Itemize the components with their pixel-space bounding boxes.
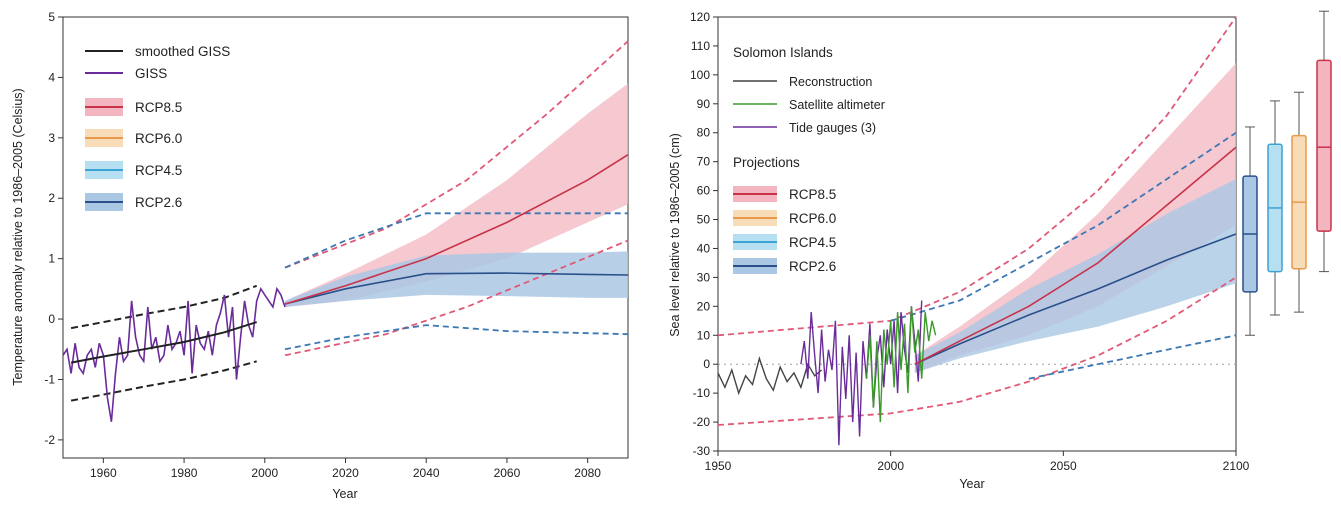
legend-projections-heading: Projections <box>733 155 800 170</box>
temperature-legend: smoothed GISS GISS RCP8.5 RCP6.0 RCP4.5 RCP2.… <box>85 44 230 211</box>
temperature-chart: 1960 1980 2000 2020 2040 2060 2080 -2-1012345 … <box>11 10 629 501</box>
sea-level-legend: Solomon Islands Projections Reconstruction… <box>733 45 885 274</box>
smoothed-bound-lower <box>70 360 257 402</box>
mean-rcp26 <box>284 272 629 305</box>
temperature-x-axis-label: Year <box>332 487 357 501</box>
mean-rcp85 <box>284 154 629 305</box>
y-tick-label: -30 <box>693 444 711 458</box>
legend-label: Satellite altimeter <box>789 98 885 112</box>
y-tick-label: 3 <box>48 131 55 145</box>
band-rcp26 <box>914 179 1236 373</box>
y-tick-label: 10 <box>697 328 711 342</box>
sea-level-2100-boxplots <box>1242 10 1332 336</box>
temperature-y-axis-label: Temperature anomaly relative to 1986–200… <box>11 88 25 385</box>
legend-label: RCP6.0 <box>135 131 182 146</box>
legend-title: Solomon Islands <box>733 45 833 60</box>
y-tick-label: -2 <box>44 433 55 447</box>
reconstruction-line <box>717 355 823 396</box>
sea-level-y-ticks: -30 -20 -10 0 10 20 30 40 50 60 70 80 90 100 110 120 <box>690 10 718 458</box>
y-tick-label: 5 <box>48 10 55 24</box>
y-tick-label: 4 <box>48 70 55 84</box>
legend-label: RCP4.5 <box>789 235 836 250</box>
legend-label: RCP8.5 <box>135 100 182 115</box>
x-tick-label: 2080 <box>574 466 601 480</box>
y-tick-label: 50 <box>697 213 711 227</box>
legend-label: smoothed GISS <box>135 44 230 59</box>
giss-line <box>62 286 286 422</box>
y-tick-label: 80 <box>697 126 711 140</box>
satellite-altimeter-line <box>865 306 937 423</box>
mean-rcp26 <box>914 233 1237 365</box>
legend-label: RCP6.0 <box>789 211 836 226</box>
x-tick-label: 2000 <box>251 466 278 480</box>
y-tick-label: 110 <box>691 39 710 53</box>
dashed-bound-line <box>284 324 629 351</box>
y-tick-label: 100 <box>690 68 710 82</box>
y-tick-label: 20 <box>697 299 711 313</box>
legend-label: Tide gauges (3) <box>789 121 876 135</box>
y-tick-label: -20 <box>693 415 711 429</box>
dashed-bound-line <box>1028 334 1237 380</box>
sea-level-y-axis-label: Sea level relative to 1986–2005 (cm) <box>668 133 682 337</box>
y-tick-label: 30 <box>697 270 711 284</box>
legend-label: RCP4.5 <box>135 163 182 178</box>
legend-label: RCP8.5 <box>789 187 836 202</box>
y-tick-label: 0 <box>703 357 710 371</box>
dashed-bound-line <box>717 276 1237 426</box>
dashed-bound-line <box>284 40 629 269</box>
mean-rcp85 <box>914 146 1237 365</box>
smoothed-bound-upper <box>70 284 258 330</box>
sea-level-series-lines <box>717 16 1237 446</box>
legend-label: Reconstruction <box>789 75 872 89</box>
y-tick-label: 40 <box>697 241 711 255</box>
temperature-y-ticks: -2 -1 0 1 2 3 4 5 <box>44 10 63 447</box>
y-tick-label: 70 <box>697 155 711 169</box>
band-rcp26 <box>285 251 628 307</box>
boxplot-box-rcp85 <box>1316 59 1332 232</box>
x-tick-label: 2040 <box>413 466 440 480</box>
x-tick-label: 2000 <box>877 459 904 473</box>
y-tick-label: 0 <box>48 312 55 326</box>
x-tick-label: 1950 <box>705 459 732 473</box>
sea-level-projection-bands <box>914 63 1236 373</box>
legend-label: GISS <box>135 66 167 81</box>
x-tick-label: 2060 <box>494 466 521 480</box>
x-tick-label: 2020 <box>332 466 359 480</box>
x-tick-label: 2100 <box>1223 459 1250 473</box>
x-tick-label: 1960 <box>90 466 117 480</box>
y-tick-label: 90 <box>697 97 711 111</box>
dashed-bound-line <box>284 212 628 269</box>
y-tick-label: -10 <box>693 386 711 400</box>
tide-gauges-line <box>800 300 923 446</box>
y-tick-label: -1 <box>44 372 55 386</box>
legend-label: RCP2.6 <box>789 259 836 274</box>
x-tick-label: 1980 <box>171 466 198 480</box>
sea-level-x-axis-label: Year <box>959 477 984 491</box>
y-tick-label: 2 <box>48 191 55 205</box>
legend-label: RCP2.6 <box>135 195 182 210</box>
temperature-x-ticks: 1960 1980 2000 2020 2040 2060 2080 <box>90 458 601 480</box>
sea-level-x-ticks: 1950 2000 2050 2100 <box>705 451 1250 473</box>
x-tick-label: 2050 <box>1050 459 1077 473</box>
sea-level-chart: 1950 2000 2050 2100 -30 -20 -10 0 10 20 30 40 50 60 7… <box>668 10 1332 491</box>
y-tick-label: 1 <box>48 252 55 266</box>
dashed-bound-line <box>284 239 629 357</box>
smoothed-giss-line <box>70 321 258 364</box>
y-tick-label: 60 <box>697 184 711 198</box>
y-tick-label: 120 <box>690 10 710 24</box>
temperature-series-lines <box>62 40 629 422</box>
